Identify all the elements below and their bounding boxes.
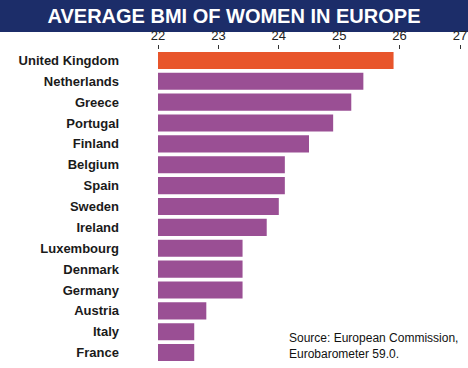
svg-text:Netherlands: Netherlands [44, 74, 119, 89]
svg-text:Finland: Finland [73, 136, 119, 151]
svg-text:Luxembourg: Luxembourg [40, 241, 119, 256]
svg-text:United Kingdom: United Kingdom [19, 53, 119, 68]
svg-text:Spain: Spain [84, 178, 119, 193]
svg-text:Greece: Greece [75, 95, 119, 110]
svg-text:Germany: Germany [63, 283, 120, 298]
svg-text:Ireland: Ireland [76, 220, 119, 235]
svg-text:Denmark: Denmark [63, 262, 119, 277]
svg-text:27: 27 [453, 28, 467, 43]
svg-text:Portugal: Portugal [66, 116, 119, 131]
svg-text:AVERAGE BMI OF WOMEN IN EUROPE: AVERAGE BMI OF WOMEN IN EUROPE [48, 5, 421, 27]
svg-text:26: 26 [392, 28, 406, 43]
svg-text:23: 23 [211, 28, 225, 43]
svg-text:France: France [76, 345, 119, 360]
svg-text:Italy: Italy [93, 324, 120, 339]
svg-text:Sweden: Sweden [70, 199, 119, 214]
svg-text:24: 24 [272, 28, 286, 43]
svg-text:22: 22 [151, 28, 165, 43]
svg-text:Belgium: Belgium [68, 157, 119, 172]
svg-text:Source: European Commission,Eu: Source: European Commission,Eurobaromete… [289, 331, 458, 361]
svg-text:Austria: Austria [74, 303, 120, 318]
svg-text:25: 25 [332, 28, 346, 43]
